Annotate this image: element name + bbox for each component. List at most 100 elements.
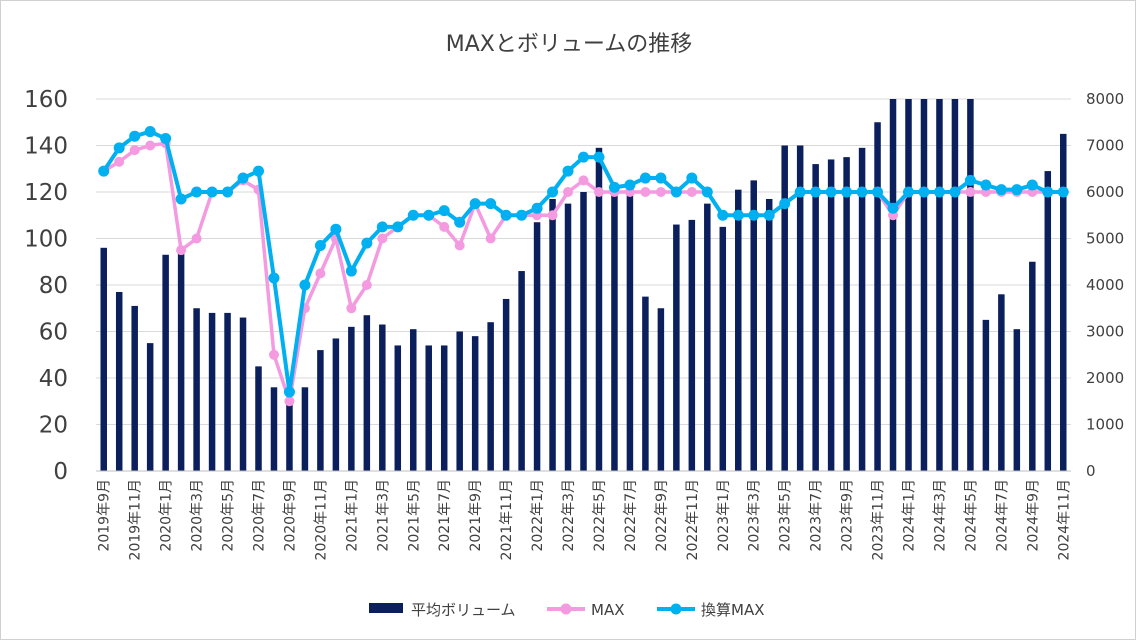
series-point [686, 187, 697, 197]
series-point [825, 186, 837, 198]
x-axis-tick-label: 2022年7月 [623, 479, 639, 552]
volume-bar [208, 312, 216, 471]
x-axis-tick-label: 2023年5月 [778, 479, 794, 552]
series-point [454, 240, 465, 251]
series-point [315, 268, 326, 279]
series-point [624, 179, 636, 191]
x-axis-tick-label: 2019年9月 [97, 479, 113, 552]
series-point [206, 186, 218, 198]
series-point [887, 202, 899, 214]
volume-bar [394, 345, 402, 471]
volume-bar [533, 222, 541, 471]
volume-bar [611, 182, 618, 471]
x-axis-tick-label: 2023年9月 [840, 479, 856, 552]
legend-marker [560, 603, 572, 615]
volume-bar [379, 324, 386, 471]
chart-title: MAXとボリュームの推移 [446, 32, 692, 57]
volume-bar [626, 192, 634, 471]
volume-bar [951, 99, 959, 471]
series-point [1057, 186, 1069, 198]
volume-bar [967, 99, 974, 471]
volume-bar [704, 203, 711, 471]
volume-bar [889, 99, 897, 471]
series-point [531, 202, 543, 214]
volume-bar [502, 298, 510, 471]
series-point [175, 193, 187, 205]
series-point [485, 233, 496, 244]
right-axis-tick-label: 5000 [1086, 230, 1124, 248]
series-point [439, 221, 450, 232]
legend-label: 換算MAX [701, 601, 764, 619]
series-point [114, 156, 125, 167]
series-point [98, 165, 110, 177]
series-point [423, 209, 435, 221]
volume-bar [920, 99, 928, 471]
volume-bar [1013, 329, 1021, 471]
x-axis-tick-label: 2024年7月 [994, 479, 1010, 552]
volume-bar [564, 203, 572, 471]
series-point [655, 187, 666, 197]
series-point [578, 175, 589, 186]
x-axis-tick-label: 2020年9月 [282, 479, 298, 552]
right-axis-tick-label: 7000 [1086, 137, 1124, 155]
volume-bar [735, 189, 742, 472]
left-axis-tick-label: 20 [39, 413, 68, 439]
volume-bar [858, 147, 866, 471]
volume-bar [812, 164, 819, 471]
volume-bar [580, 192, 587, 471]
volume-bar [781, 145, 788, 471]
left-axis-tick-label: 0 [53, 459, 68, 485]
series-point [655, 172, 667, 184]
legend: 平均ボリューム MAX 換算MAX [369, 601, 764, 619]
bar-layer [100, 99, 1067, 472]
series-point [810, 186, 822, 198]
volume-bar [688, 219, 696, 471]
x-axis-tick-label: 2024年5月 [963, 479, 979, 552]
series-point [965, 187, 976, 197]
series-point [129, 145, 140, 156]
series-point [284, 396, 295, 407]
volume-bar [301, 387, 309, 471]
volume-bar [595, 147, 603, 471]
series-point [176, 245, 187, 256]
volume-bar [239, 317, 247, 471]
x-axis-tick-label: 2019年11月 [128, 479, 144, 560]
x-axis-tick-label: 2021年3月 [375, 479, 391, 552]
x-axis-tick-label: 2020年1月 [159, 479, 175, 552]
series-point [407, 209, 419, 221]
volume-bar [719, 226, 727, 471]
series-point [1026, 179, 1038, 191]
right-axis-tick-label: 1000 [1086, 416, 1124, 434]
volume-bar [673, 224, 680, 471]
series-point [314, 239, 326, 251]
volume-bar [642, 296, 649, 471]
x-axis-tick-label: 2021年7月 [437, 479, 453, 552]
left-axis-tick-label: 40 [39, 366, 68, 392]
x-axis-tick-label: 2022年3月 [561, 479, 577, 552]
x-axis-tick-label: 2024年9月 [1025, 479, 1041, 552]
series-point [670, 186, 682, 198]
x-axis-tick-label: 2023年3月 [747, 479, 763, 552]
series-point [345, 265, 357, 277]
x-axis-tick-label: 2022年5月 [592, 479, 608, 552]
legend-swatch [369, 603, 403, 613]
volume-bar [177, 247, 185, 471]
series-point [160, 133, 172, 145]
x-axis-tick-label: 2023年7月 [809, 479, 825, 552]
volume-bar [657, 308, 665, 471]
volume-bar [255, 366, 262, 471]
volume-bar [1060, 133, 1067, 471]
series-point [732, 209, 744, 221]
x-axis-tick-label: 2024年11月 [1056, 479, 1072, 560]
series-point [144, 126, 156, 138]
right-axis-tick-label: 3000 [1086, 323, 1124, 341]
series-point [361, 237, 373, 249]
volume-bar [471, 336, 479, 471]
series-point [547, 186, 559, 198]
volume-bar [286, 403, 293, 471]
right-axis-tick-label: 6000 [1086, 183, 1124, 201]
series-point [779, 198, 791, 210]
x-axis-tick-label: 2020年7月 [252, 479, 268, 552]
series-point [763, 209, 775, 221]
